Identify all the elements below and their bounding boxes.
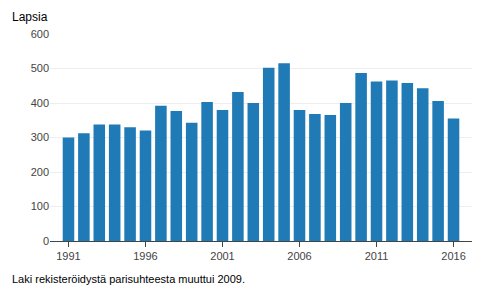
svg-text:600: 600 bbox=[31, 28, 49, 40]
svg-text:1996: 1996 bbox=[133, 250, 157, 262]
svg-text:1991: 1991 bbox=[56, 250, 80, 262]
svg-text:0: 0 bbox=[43, 235, 49, 247]
svg-text:2011: 2011 bbox=[365, 250, 389, 262]
svg-text:200: 200 bbox=[31, 166, 49, 178]
svg-text:100: 100 bbox=[31, 200, 49, 212]
svg-text:400: 400 bbox=[31, 97, 49, 109]
svg-text:2006: 2006 bbox=[287, 250, 311, 262]
svg-text:Lapsia: Lapsia bbox=[12, 10, 48, 24]
svg-text:300: 300 bbox=[31, 131, 49, 143]
svg-text:Laki rekisteröidystä parisuhte: Laki rekisteröidystä parisuhteesta muutt… bbox=[12, 273, 245, 285]
svg-text:2001: 2001 bbox=[210, 250, 234, 262]
svg-text:500: 500 bbox=[31, 62, 49, 74]
svg-text:2016: 2016 bbox=[441, 250, 465, 262]
